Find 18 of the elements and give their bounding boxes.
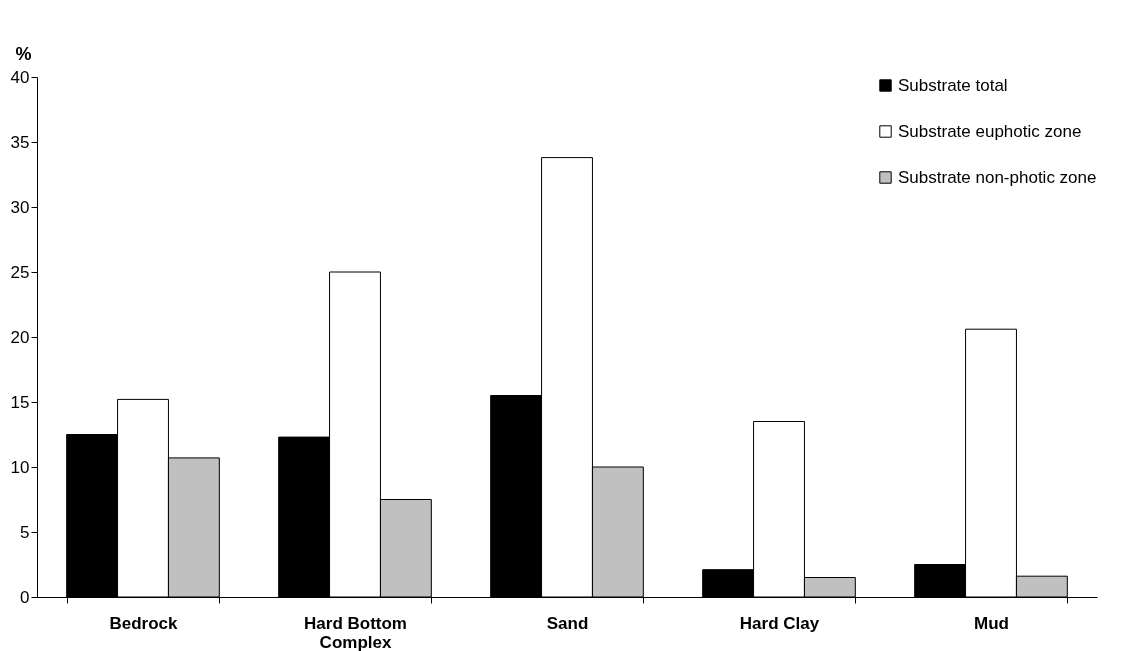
legend-label: Substrate non-photic zone — [898, 167, 1097, 187]
y-tick-label: 20 — [10, 327, 30, 347]
x-tick-label: Mud — [974, 613, 1009, 633]
y-tick-label: 35 — [10, 132, 30, 152]
x-tick-label: Sand — [546, 613, 589, 633]
y-tick-label: 10 — [10, 457, 30, 477]
y-tick-label: 30 — [10, 197, 30, 217]
y-axis-title: % — [15, 43, 32, 64]
y-tick-label: 15 — [10, 392, 30, 412]
y-tick-label: 25 — [10, 262, 30, 282]
legend-label: Substrate total — [898, 75, 1008, 95]
y-tick-label: 40 — [10, 67, 30, 87]
x-tick-label: Hard Clay — [739, 613, 820, 633]
x-tick-label: Bedrock — [109, 613, 179, 633]
y-tick-label: 5 — [20, 522, 30, 542]
y-tick-label: 0 — [20, 587, 30, 607]
legend-label: Substrate euphotic zone — [898, 121, 1082, 141]
x-tick-label: Hard Bottom Complex — [304, 613, 407, 651]
